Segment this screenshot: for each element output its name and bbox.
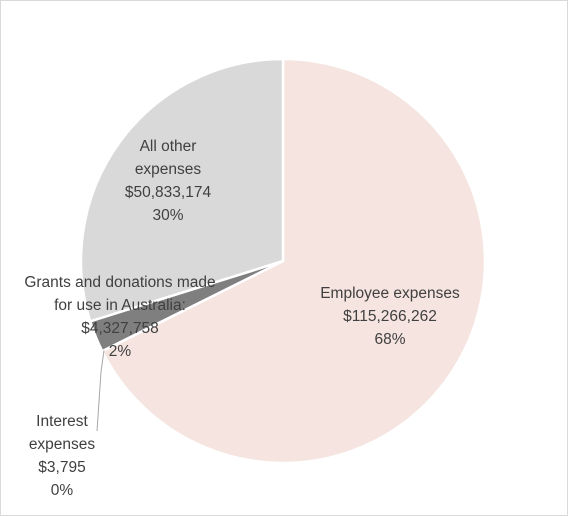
pie-slice-0 — [101, 57, 487, 465]
leader-lines — [96, 350, 105, 432]
data-label-3-line-1: expenses — [135, 161, 202, 178]
data-label-0: Employee expenses $115,266,262 68% — [320, 285, 460, 348]
pie-slice-3 — [79, 57, 285, 323]
data-label-0-line-1: $115,266,262 — [343, 308, 437, 325]
pie-slices — [79, 57, 487, 465]
data-label-3-line-0: All other — [140, 138, 197, 155]
data-label-1: Interest expenses $3,795 0% — [29, 413, 96, 499]
data-label-3: All other expenses $50,833,174 30% — [125, 138, 212, 224]
data-label-1-line-2: $3,795 — [38, 459, 85, 476]
data-label-2-line-0: Grants and donations made — [24, 274, 215, 291]
data-label-2: Grants and donations made for use in Aust… — [24, 274, 215, 360]
data-label-0-line-2: 68% — [374, 331, 405, 348]
data-label-2-line-1: for use in Australia: — [54, 297, 186, 314]
leader-line-interest — [96, 350, 105, 432]
data-labels: Employee expenses $115,266,262 68% Interest… — [24, 138, 460, 499]
data-label-2-line-3: 2% — [109, 343, 132, 360]
data-label-1-line-1: expenses — [29, 436, 96, 453]
data-label-0-line-0: Employee expenses — [320, 285, 460, 302]
data-label-2-line-2: $4,327,758 — [81, 320, 159, 337]
data-label-1-line-3: 0% — [51, 482, 74, 499]
data-label-3-line-2: $50,833,174 — [125, 184, 212, 201]
data-label-3-line-3: 30% — [152, 207, 183, 224]
data-label-1-line-0: Interest — [36, 413, 88, 430]
